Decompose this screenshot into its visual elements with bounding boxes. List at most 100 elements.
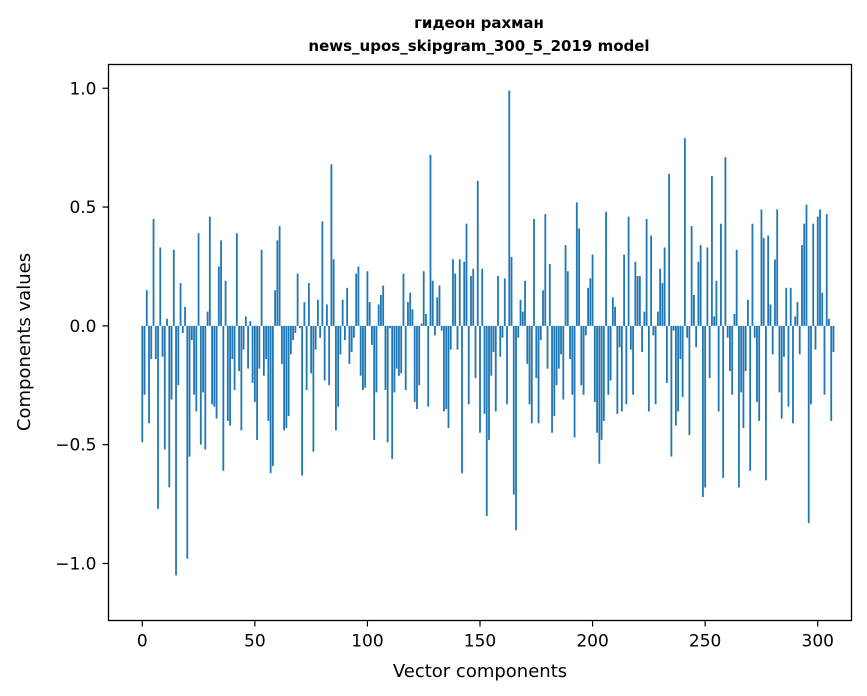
- bar-48: [249, 321, 252, 326]
- bar-22: [190, 325, 193, 341]
- bar-116: [402, 273, 405, 326]
- bar-237: [674, 325, 677, 426]
- bar-140: [456, 325, 459, 350]
- bar-270: [749, 325, 752, 471]
- bar-287: [787, 325, 790, 407]
- bar-61: [278, 226, 281, 326]
- bar-302: [821, 292, 824, 326]
- x-axis-label: Vector components: [393, 661, 567, 682]
- bar-207: [607, 325, 610, 395]
- bar-189: [566, 271, 569, 326]
- bar-33: [215, 325, 218, 419]
- bar-15: [175, 325, 177, 576]
- bar-226: [650, 235, 653, 326]
- bar-279: [769, 304, 772, 326]
- bar-289: [792, 325, 794, 424]
- bar-161: [503, 278, 506, 326]
- bar-215: [625, 325, 628, 405]
- bars-group: [141, 90, 835, 576]
- bar-293: [801, 245, 803, 326]
- bar-3: [148, 325, 150, 424]
- bar-268: [744, 325, 747, 372]
- bar-160: [501, 325, 504, 338]
- bar-79: [319, 325, 322, 338]
- bar-26: [199, 325, 202, 445]
- bar-18: [181, 325, 184, 333]
- bar-208: [609, 325, 612, 381]
- bar-67: [292, 325, 295, 341]
- bar-86: [335, 325, 337, 431]
- bar-66: [289, 325, 292, 355]
- bar-84: [330, 164, 333, 326]
- bar-45: [242, 325, 245, 350]
- bar-257: [720, 223, 722, 326]
- bar-306: [830, 325, 833, 421]
- bar-83: [328, 325, 331, 386]
- bar-73: [305, 325, 308, 391]
- bar-247: [697, 261, 700, 326]
- bar-145: [467, 325, 470, 405]
- bar-304: [825, 214, 828, 326]
- bar-261: [729, 325, 731, 372]
- bar-175: [535, 325, 538, 379]
- bar-254: [713, 316, 716, 326]
- bar-53: [260, 249, 263, 326]
- bar-162: [506, 325, 508, 405]
- bar-209: [611, 297, 614, 326]
- bar-136: [447, 325, 450, 429]
- bar-182: [551, 325, 553, 433]
- bar-228: [654, 325, 657, 405]
- bar-30: [208, 216, 211, 326]
- bar-223: [643, 311, 646, 326]
- bar-151: [481, 268, 484, 326]
- bar-234: [668, 173, 671, 326]
- bar-303: [823, 325, 826, 395]
- bar-95: [355, 273, 358, 326]
- bar-165: [512, 325, 515, 495]
- bar-214: [623, 254, 625, 326]
- chart-subtitle: news_upos_skipgram_300_5_2019 model: [308, 37, 649, 55]
- bar-60: [276, 240, 279, 326]
- bar-224: [645, 218, 648, 326]
- bar-176: [537, 325, 540, 424]
- bar-190: [569, 325, 571, 360]
- bar-43: [238, 325, 240, 372]
- bar-155: [490, 325, 493, 376]
- bar-229: [656, 311, 659, 326]
- bar-25: [197, 233, 200, 326]
- bar-166: [515, 325, 517, 531]
- bar-93: [350, 325, 353, 353]
- bar-23: [193, 325, 195, 395]
- x-axis-ticks: 0 50 100 150 200 250 300: [137, 620, 834, 652]
- bar-238: [677, 325, 680, 412]
- bar-19: [184, 306, 186, 326]
- bar-127: [427, 325, 430, 407]
- bar-88: [339, 325, 342, 355]
- bar-220: [636, 275, 639, 326]
- bar-291: [796, 302, 799, 326]
- y-tick-label: 0.0: [69, 317, 96, 337]
- bar-13: [170, 325, 173, 400]
- bar-233: [665, 325, 668, 383]
- bar-253: [711, 176, 713, 326]
- bar-4: [150, 325, 153, 360]
- bar-82: [326, 304, 328, 326]
- bar-296: [807, 325, 810, 524]
- bar-28: [204, 325, 207, 450]
- bar-218: [632, 325, 634, 395]
- bar-126: [425, 313, 427, 326]
- bar-186: [560, 325, 562, 355]
- y-axis-label: Components values: [14, 253, 35, 431]
- bar-121: [413, 325, 416, 402]
- bar-41: [233, 325, 236, 391]
- bar-128: [429, 154, 432, 326]
- bar-114: [398, 325, 400, 376]
- bar-196: [582, 325, 585, 395]
- bar-77: [314, 325, 317, 350]
- bar-51: [256, 325, 258, 440]
- y-axis-ticks: −1.0 −0.5 0.0 0.5 1.0: [55, 79, 109, 574]
- bar-94: [353, 325, 355, 338]
- bar-17: [179, 283, 182, 326]
- bar-122: [416, 325, 418, 410]
